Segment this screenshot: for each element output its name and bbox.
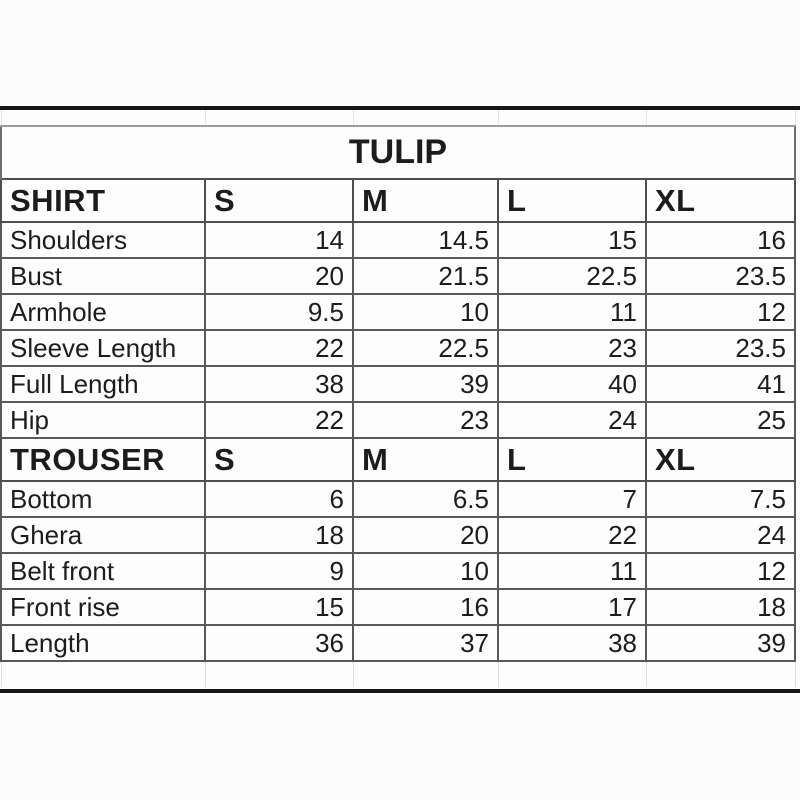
row-label: Hip [0, 401, 206, 439]
value-cell: 24 [645, 516, 796, 554]
value-cell: 22 [497, 516, 647, 554]
row-label: Front rise [0, 588, 206, 626]
value-cell: 15 [497, 221, 647, 259]
spacer-cell [0, 110, 206, 127]
value-cell: 38 [204, 365, 354, 403]
value-cell: 9.5 [204, 293, 354, 331]
spacer-cell [497, 661, 647, 687]
spacer-cell [645, 110, 796, 127]
col-header-l: L [497, 437, 647, 482]
value-cell: 7 [497, 480, 647, 518]
value-cell: 10 [352, 293, 499, 331]
bottom-spacer-row [0, 661, 796, 687]
value-cell: 23 [497, 329, 647, 367]
value-cell: 20 [352, 516, 499, 554]
value-cell: 11 [497, 293, 647, 331]
value-cell: 12 [645, 293, 796, 331]
table-row-length: Length 36 37 38 39 [0, 624, 796, 662]
table-title: TULIP [0, 126, 796, 179]
col-header-xl: XL [645, 178, 796, 223]
title-row: TULIP [0, 126, 796, 179]
table-row-full-length: Full Length 38 39 40 41 [0, 365, 796, 403]
spacer-cell [352, 110, 499, 127]
value-cell: 16 [352, 588, 499, 626]
value-cell: 7.5 [645, 480, 796, 518]
value-cell: 22 [204, 401, 354, 439]
table-row-sleeve-length: Sleeve Length 22 22.5 23 23.5 [0, 329, 796, 367]
row-label: Bust [0, 257, 206, 295]
value-cell: 25 [645, 401, 796, 439]
value-cell: 36 [204, 624, 354, 662]
table-row-bottom: Bottom 6 6.5 7 7.5 [0, 480, 796, 518]
value-cell: 23.5 [645, 329, 796, 367]
table-row-front-rise: Front rise 15 16 17 18 [0, 588, 796, 626]
value-cell: 6 [204, 480, 354, 518]
value-cell: 37 [352, 624, 499, 662]
value-cell: 41 [645, 365, 796, 403]
value-cell: 24 [497, 401, 647, 439]
value-cell: 39 [352, 365, 499, 403]
value-cell: 22 [204, 329, 354, 367]
table-row-hip: Hip 22 23 24 25 [0, 401, 796, 439]
value-cell: 14.5 [352, 221, 499, 259]
value-cell: 14 [204, 221, 354, 259]
value-cell: 15 [204, 588, 354, 626]
col-header-s: S [204, 437, 354, 482]
table-row-bust: Bust 20 21.5 22.5 23.5 [0, 257, 796, 295]
section-header-trouser: TROUSER [0, 437, 206, 482]
top-spacer-row [0, 110, 796, 127]
spacer-cell [497, 110, 647, 127]
spacer-cell [645, 661, 796, 687]
col-header-xl: XL [645, 437, 796, 482]
value-cell: 10 [352, 552, 499, 590]
value-cell: 6.5 [352, 480, 499, 518]
value-cell: 18 [645, 588, 796, 626]
trouser-header-row: TROUSER S M L XL [0, 437, 796, 482]
value-cell: 9 [204, 552, 354, 590]
value-cell: 21.5 [352, 257, 499, 295]
spacer-cell [204, 661, 354, 687]
row-label: Full Length [0, 365, 206, 403]
row-label: Armhole [0, 293, 206, 331]
table-row-ghera: Ghera 18 20 22 24 [0, 516, 796, 554]
table-row-belt-front: Belt front 9 10 11 12 [0, 552, 796, 590]
table-row-shoulders: Shoulders 14 14.5 15 16 [0, 221, 796, 259]
value-cell: 20 [204, 257, 354, 295]
col-header-m: M [352, 178, 499, 223]
value-cell: 11 [497, 552, 647, 590]
value-cell: 18 [204, 516, 354, 554]
section-header-shirt: SHIRT [0, 178, 206, 223]
value-cell: 23 [352, 401, 499, 439]
value-cell: 38 [497, 624, 647, 662]
value-cell: 12 [645, 552, 796, 590]
value-cell: 23.5 [645, 257, 796, 295]
row-label: Shoulders [0, 221, 206, 259]
value-cell: 17 [497, 588, 647, 626]
value-cell: 40 [497, 365, 647, 403]
value-cell: 16 [645, 221, 796, 259]
spacer-cell [204, 110, 354, 127]
row-label: Length [0, 624, 206, 662]
table-bottom-border [0, 689, 800, 693]
col-header-s: S [204, 178, 354, 223]
value-cell: 22.5 [497, 257, 647, 295]
spacer-cell [352, 661, 499, 687]
col-header-l: L [497, 178, 647, 223]
row-label: Belt front [0, 552, 206, 590]
row-label: Sleeve Length [0, 329, 206, 367]
value-cell: 22.5 [352, 329, 499, 367]
table-row-armhole: Armhole 9.5 10 11 12 [0, 293, 796, 331]
size-chart-table: TULIP SHIRT S M L XL Shoulders 14 14.5 1… [0, 110, 796, 687]
row-label: Bottom [0, 480, 206, 518]
row-label: Ghera [0, 516, 206, 554]
col-header-m: M [352, 437, 499, 482]
value-cell: 39 [645, 624, 796, 662]
shirt-header-row: SHIRT S M L XL [0, 178, 796, 223]
table-top-border [0, 106, 800, 110]
spacer-cell [0, 661, 206, 687]
